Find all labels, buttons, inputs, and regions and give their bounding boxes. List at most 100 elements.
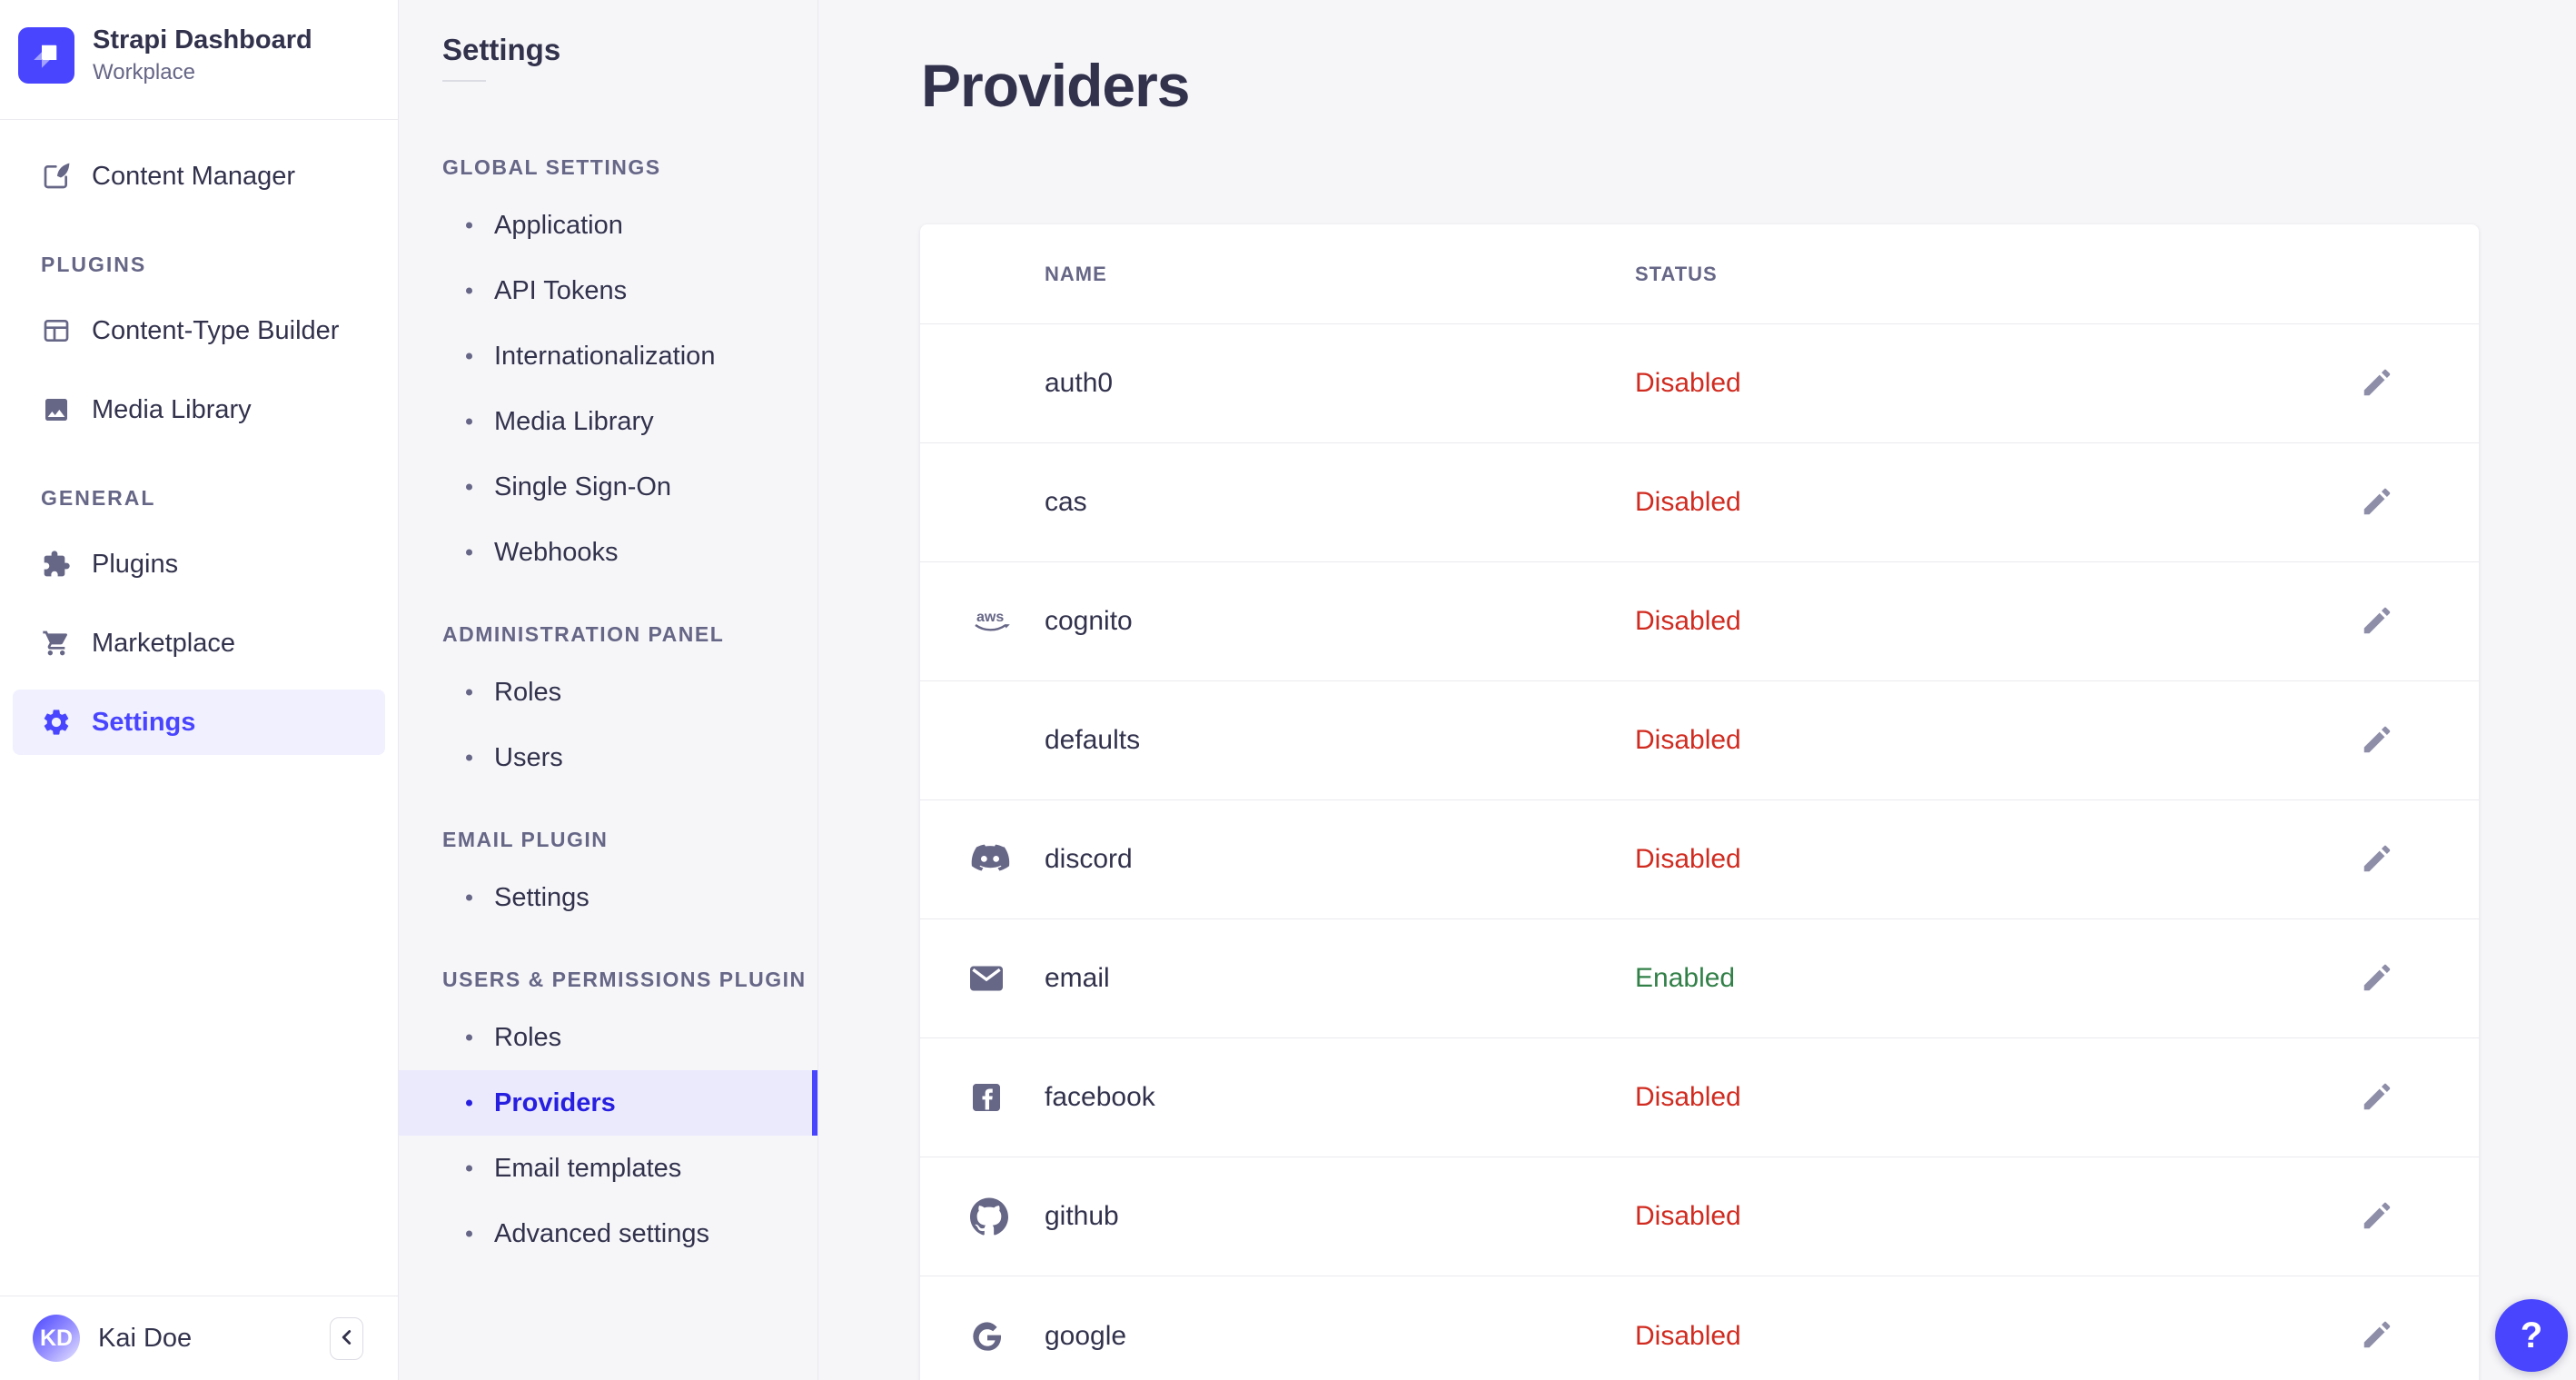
provider-status: Disabled xyxy=(1635,844,1741,874)
github-icon xyxy=(970,1197,1016,1236)
edit-provider-button[interactable] xyxy=(2352,715,2403,766)
subnav-section: USERS & PERMISSIONS PLUGIN Roles Provide… xyxy=(399,967,817,1266)
edit-provider-button[interactable] xyxy=(2352,834,2403,885)
subnav-item-providers[interactable]: Providers xyxy=(399,1070,817,1136)
sidebar-section: PLUGINS Content-Type Builder Media Libra… xyxy=(13,253,385,442)
edit-provider-button[interactable] xyxy=(2352,1072,2403,1123)
avatar[interactable]: KD xyxy=(33,1315,80,1362)
user-area: KD Kai Doe xyxy=(0,1296,398,1380)
divider xyxy=(442,80,486,82)
subnav-item-internationalization[interactable]: Internationalization xyxy=(399,323,817,389)
table-row-google[interactable]: google Disabled xyxy=(920,1276,2479,1380)
page-title: Providers xyxy=(921,52,1190,119)
sidebar-item-label: Media Library xyxy=(92,394,252,424)
sidebar-item-content-manager[interactable]: Content Manager xyxy=(13,144,385,209)
table-row-email[interactable]: email Enabled xyxy=(920,919,2479,1038)
provider-name: facebook xyxy=(1045,1082,1155,1112)
subnav-section: GLOBAL SETTINGS Application API Tokens I… xyxy=(399,154,817,585)
subnav-item-settings[interactable]: Settings xyxy=(399,865,817,930)
settings-subnav: Settings GLOBAL SETTINGS Application API… xyxy=(399,0,818,1380)
provider-status: Disabled xyxy=(1635,725,1741,755)
provider-status: Disabled xyxy=(1635,606,1741,636)
strapi-logo-icon xyxy=(18,27,74,84)
subnav-item-label: Roles xyxy=(494,1022,562,1052)
sidebar-item-marketplace[interactable]: Marketplace xyxy=(13,611,385,676)
collapse-sidebar-button[interactable] xyxy=(330,1316,363,1360)
pencil-icon xyxy=(2360,1198,2394,1236)
edit-provider-button[interactable] xyxy=(2352,358,2403,409)
subnav-item-label: Providers xyxy=(494,1087,616,1117)
sidebar-item-label: Content Manager xyxy=(92,161,296,191)
provider-name: discord xyxy=(1045,844,1133,874)
discord-icon xyxy=(970,844,1016,875)
subnav-item-email-templates[interactable]: Email templates xyxy=(399,1136,817,1201)
provider-status: Disabled xyxy=(1635,1201,1741,1231)
subnav-item-label: Email templates xyxy=(494,1153,682,1183)
provider-status: Disabled xyxy=(1635,1082,1741,1112)
facebook-icon xyxy=(970,1081,1016,1114)
subnav-item-single-sign-on[interactable]: Single Sign-On xyxy=(399,454,817,520)
providers-table: NAME STATUS auth0 Disabled cas Disabled … xyxy=(920,224,2479,1380)
subnav-item-api-tokens[interactable]: API Tokens xyxy=(399,258,817,323)
subnav-title: Settings xyxy=(442,33,561,66)
provider-name: defaults xyxy=(1045,725,1141,755)
edit-provider-button[interactable] xyxy=(2352,477,2403,528)
edit-square-icon xyxy=(41,161,72,192)
table-row-defaults[interactable]: defaults Disabled xyxy=(920,681,2479,800)
sidebar-item-plugins[interactable]: Plugins xyxy=(13,531,385,597)
edit-provider-button[interactable] xyxy=(2352,1191,2403,1242)
subnav-item-application[interactable]: Application xyxy=(399,193,817,258)
column-header-status: STATUS xyxy=(1635,262,1718,285)
subnav-item-label: Internationalization xyxy=(494,341,716,371)
subnav-section-title: ADMINISTRATION PANEL xyxy=(442,621,725,646)
subnav-section: EMAIL PLUGIN Settings xyxy=(399,827,817,930)
provider-status: Enabled xyxy=(1635,963,1736,993)
subnav-item-label: Webhooks xyxy=(494,537,619,567)
provider-status: Disabled xyxy=(1635,368,1741,398)
image-icon xyxy=(41,394,72,425)
subnav-list: Application API Tokens Internationalizat… xyxy=(399,193,817,585)
brand[interactable]: Strapi Dashboard Workplace xyxy=(0,0,398,85)
subnav-item-media-library[interactable]: Media Library xyxy=(399,389,817,454)
table-row-auth0[interactable]: auth0 Disabled xyxy=(920,324,2479,443)
table-row-github[interactable]: github Disabled xyxy=(920,1157,2479,1276)
subnav-section: ADMINISTRATION PANEL Roles Users xyxy=(399,621,817,790)
layout-icon xyxy=(41,315,72,346)
workspace-label: Workplace xyxy=(93,60,195,84)
subnav-item-label: Single Sign-On xyxy=(494,472,672,501)
subnav-item-roles[interactable]: Roles xyxy=(399,660,817,725)
subnav-item-users[interactable]: Users xyxy=(399,725,817,790)
subnav-list: Settings xyxy=(399,865,817,930)
pencil-icon xyxy=(2360,960,2394,998)
table-row-cognito[interactable]: aws cognito Disabled xyxy=(920,562,2479,681)
subnav-item-roles[interactable]: Roles xyxy=(399,1005,817,1070)
subnav-list: Roles Users xyxy=(399,660,817,790)
table-row-discord[interactable]: discord Disabled xyxy=(920,800,2479,919)
subnav-item-label: API Tokens xyxy=(494,275,628,305)
subnav-item-label: Application xyxy=(494,210,623,240)
table-row-cas[interactable]: cas Disabled xyxy=(920,443,2479,562)
provider-name: email xyxy=(1045,963,1110,993)
sidebar-item-label: Settings xyxy=(92,707,196,737)
subnav-item-advanced-settings[interactable]: Advanced settings xyxy=(399,1201,817,1266)
provider-name: cas xyxy=(1045,487,1087,517)
app-title: Strapi Dashboard xyxy=(93,25,312,55)
sidebar-item-settings[interactable]: Settings xyxy=(13,690,385,755)
edit-provider-button[interactable] xyxy=(2352,596,2403,647)
google-icon xyxy=(970,1319,1016,1354)
help-button[interactable]: ? xyxy=(2495,1299,2568,1372)
sidebar-item-label: Marketplace xyxy=(92,628,235,658)
table-row-facebook[interactable]: facebook Disabled xyxy=(920,1038,2479,1157)
subnav-item-label: Settings xyxy=(494,882,590,912)
sidebar-item-media-library[interactable]: Media Library xyxy=(13,377,385,442)
sidebar-item-content-type-builder[interactable]: Content-Type Builder xyxy=(13,298,385,363)
subnav-section-title: USERS & PERMISSIONS PLUGIN xyxy=(442,967,807,991)
subnav-item-label: Media Library xyxy=(494,406,654,436)
provider-name: cognito xyxy=(1045,606,1133,636)
edit-provider-button[interactable] xyxy=(2352,1311,2403,1362)
edit-provider-button[interactable] xyxy=(2352,953,2403,1004)
svg-text:aws: aws xyxy=(976,610,1004,625)
provider-status: Disabled xyxy=(1635,1320,1741,1351)
subnav-item-webhooks[interactable]: Webhooks xyxy=(399,520,817,585)
